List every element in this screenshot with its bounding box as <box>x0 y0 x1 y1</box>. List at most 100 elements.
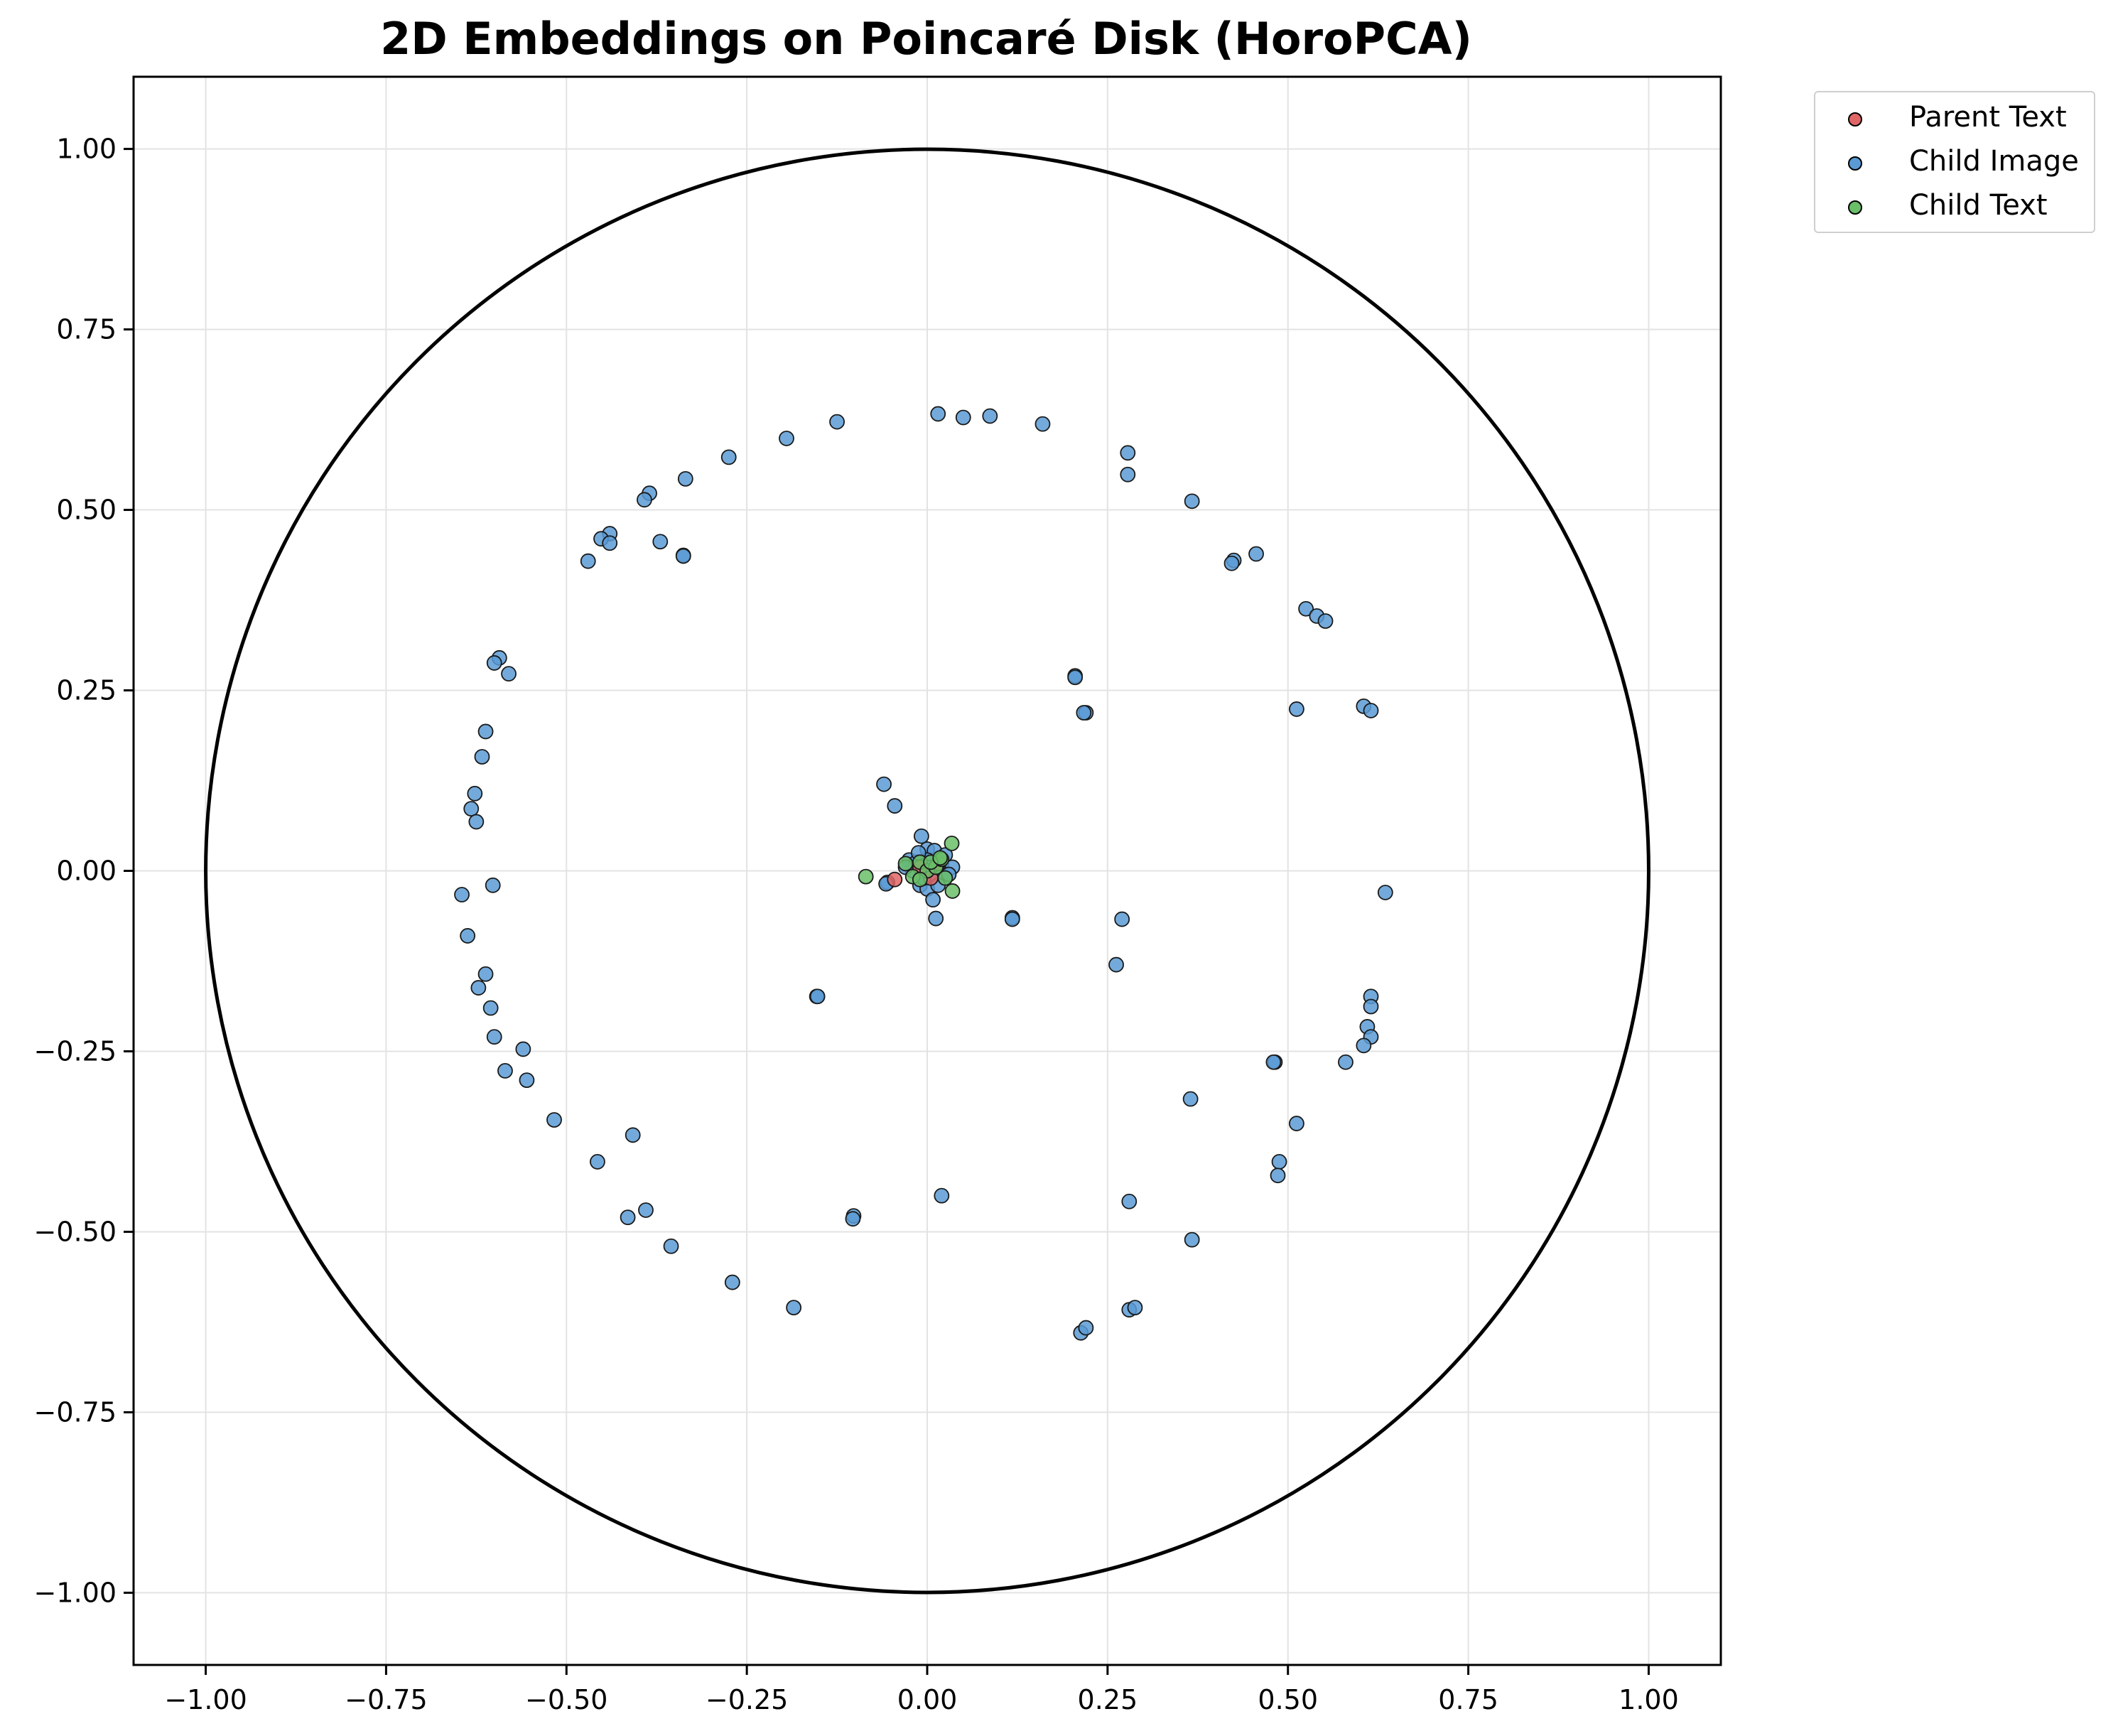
point-child-image <box>1270 1168 1286 1184</box>
x-tick-label: 0.50 <box>1258 1684 1318 1715</box>
point-child-image <box>1120 466 1136 482</box>
chart-title: 2D Embeddings on Poincaré Disk (HoroPCA) <box>380 13 1472 65</box>
point-child-image <box>1298 600 1314 617</box>
point-child-image <box>982 408 998 424</box>
point-child-image <box>1114 911 1130 927</box>
point-child-text <box>858 868 874 885</box>
x-tick-label: −0.25 <box>706 1684 788 1715</box>
point-child-image <box>779 431 794 446</box>
point-child-image <box>463 801 480 817</box>
point-child-image <box>1377 885 1393 900</box>
axis-ticks: −1.00 −1.00 −0.75 −0.75 −0.50 −0.50 −0.25 −0.25… <box>34 134 1679 1715</box>
point-child-text <box>897 856 914 872</box>
legend-label: Child Image <box>1909 145 2079 178</box>
point-child-image <box>460 928 476 944</box>
point-child-image <box>925 892 941 908</box>
x-tick-label: 0.75 <box>1438 1684 1498 1715</box>
legend-item-child-image: Child Image <box>1815 142 2094 185</box>
x-tick-label: 0.00 <box>897 1684 958 1715</box>
point-child-image <box>1317 613 1334 629</box>
y-tick-label: −0.50 <box>34 1216 117 1247</box>
point-child-image <box>467 785 483 802</box>
point-child-image <box>1067 669 1084 686</box>
legend-label: Child Text <box>1909 189 2048 222</box>
point-child-image <box>590 1154 605 1170</box>
point-child-image <box>724 1274 740 1290</box>
point-child-image <box>486 655 502 671</box>
legend-label: Parent Text <box>1909 101 2067 134</box>
point-child-text <box>944 835 960 851</box>
point-child-image <box>485 877 501 893</box>
point-child-image <box>515 1041 531 1057</box>
point-child-image <box>1120 445 1136 461</box>
point-child-image <box>477 966 494 982</box>
y-tick-label: 0.75 <box>56 314 117 345</box>
point-child-image <box>501 666 517 682</box>
point-child-image <box>1363 998 1379 1015</box>
point-child-image <box>786 1300 802 1316</box>
y-tick-label: 0.00 <box>56 856 117 887</box>
point-child-image <box>809 988 826 1005</box>
legend-marker-parent-text <box>1848 112 1862 126</box>
x-tick-label: −0.75 <box>345 1684 427 1715</box>
point-child-image <box>1184 1231 1200 1248</box>
point-child-image <box>1108 956 1124 973</box>
legend: Parent Text Child Image Child Text <box>1814 91 2095 233</box>
y-tick-label: −0.75 <box>34 1396 117 1428</box>
point-child-image <box>1076 705 1092 721</box>
y-tick-label: 0.50 <box>56 495 117 526</box>
point-child-image <box>1127 1300 1143 1316</box>
poincare-disk-boundary <box>204 147 1650 1595</box>
point-child-image <box>1182 1091 1199 1107</box>
point-child-image <box>470 980 487 996</box>
point-child-image <box>677 470 693 487</box>
point-child-image <box>1363 703 1379 718</box>
point-child-text <box>912 871 928 888</box>
point-child-text <box>937 870 953 886</box>
point-child-image <box>913 828 929 844</box>
data-points <box>454 406 1393 1341</box>
point-child-image <box>1121 1193 1138 1209</box>
point-child-image <box>1184 493 1200 510</box>
point-child-image <box>454 887 470 902</box>
point-child-image <box>1004 911 1020 927</box>
point-child-image <box>887 798 903 814</box>
x-tick-label: 0.25 <box>1078 1684 1138 1715</box>
point-child-image <box>1265 1054 1282 1070</box>
point-child-image <box>928 910 944 927</box>
point-child-text <box>944 883 961 899</box>
point-child-image <box>934 1187 950 1204</box>
point-child-image <box>638 1202 654 1218</box>
unit-circle-layer <box>204 147 1650 1595</box>
point-child-image <box>955 409 971 426</box>
point-child-image <box>829 414 845 430</box>
point-child-image <box>625 1127 641 1143</box>
point-parent-text <box>887 871 903 888</box>
legend-item-child-text: Child Text <box>1815 186 2094 229</box>
point-child-image <box>474 749 490 765</box>
point-child-image <box>620 1209 636 1226</box>
legend-marker-child-text <box>1848 200 1862 215</box>
point-child-image <box>1223 555 1240 571</box>
point-child-image <box>876 776 892 792</box>
x-tick-label: −0.50 <box>525 1684 607 1715</box>
point-child-image <box>1338 1054 1354 1070</box>
point-child-image <box>482 1000 499 1016</box>
point-child-image <box>486 1029 502 1045</box>
point-child-image <box>637 492 652 508</box>
y-tick-label: 0.25 <box>56 675 117 706</box>
y-tick-label: 1.00 <box>56 134 117 165</box>
legend-marker-child-image <box>1848 156 1862 171</box>
point-child-image <box>519 1072 535 1089</box>
legend-item-parent-text: Parent Text <box>1815 98 2094 141</box>
point-child-image <box>720 449 737 465</box>
point-child-image <box>1078 1320 1094 1336</box>
point-child-image <box>546 1112 562 1128</box>
point-child-image <box>663 1238 679 1254</box>
point-child-image <box>1356 1037 1372 1054</box>
point-child-image <box>1289 701 1304 717</box>
x-tick-label: −1.00 <box>164 1684 247 1715</box>
point-child-image <box>477 723 494 740</box>
point-child-image <box>1289 1116 1304 1131</box>
